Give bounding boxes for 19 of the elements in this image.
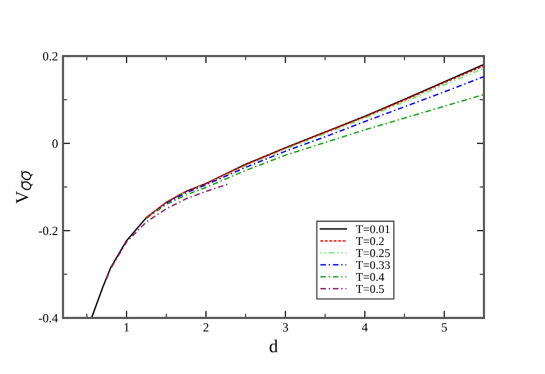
- legend-label: T=0.01: [356, 225, 390, 234]
- x-tick-label: 5: [442, 323, 447, 332]
- legend-label: T=0.2: [356, 237, 384, 246]
- x-tick-label: 1: [124, 323, 129, 332]
- x-tick-label: 2: [203, 323, 208, 332]
- y-tick-label: 0.2: [42, 52, 58, 61]
- line-series: [90, 64, 484, 318]
- x-tick-label: 4: [362, 323, 368, 332]
- legend-label: T=0.4: [356, 273, 384, 282]
- y-tick-label: -0.4: [38, 314, 58, 322]
- y-axis-title: V$_{Q̅Q̅}$: [16, 170, 33, 204]
- legend-label: T=0.5: [356, 285, 384, 294]
- x-axis-title: d: [270, 340, 278, 352]
- y-tick-label: 0: [52, 139, 58, 148]
- legend-label: T=0.25: [356, 249, 390, 258]
- y-tick-label: -0.2: [38, 226, 58, 236]
- legend-label: T=0.33: [356, 261, 390, 270]
- x-tick-label: 3: [282, 323, 288, 332]
- line-series: [106, 182, 230, 280]
